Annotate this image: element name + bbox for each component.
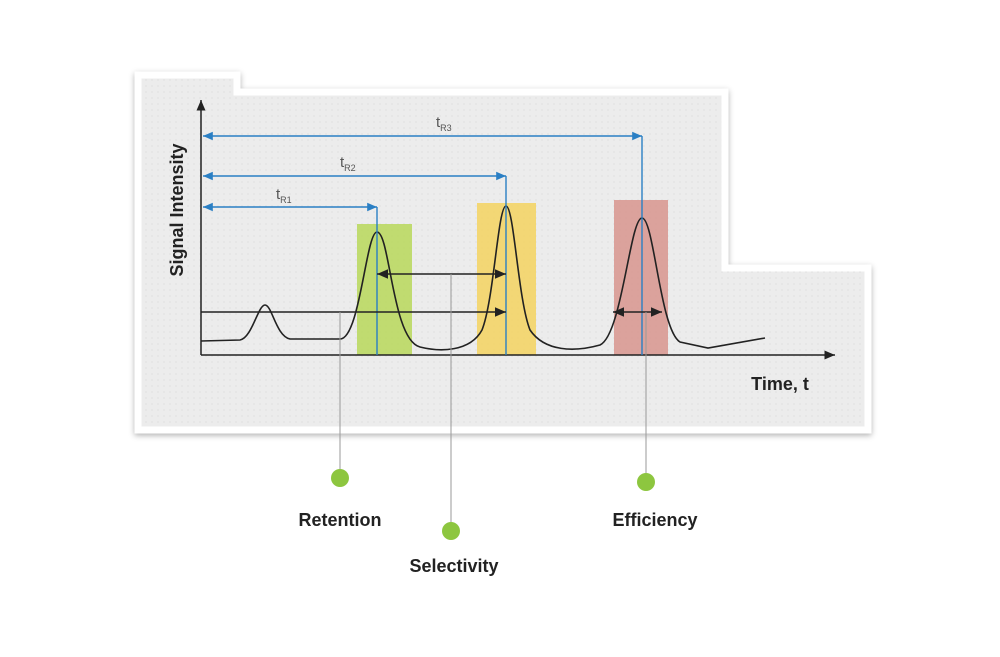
subscript: R2 [344,163,356,173]
retention-label: tR3 [436,114,452,133]
x-axis-label: Time, t [751,374,809,394]
callout-label: Selectivity [409,556,498,576]
callout-dot [331,469,349,487]
subscript: R1 [280,195,292,205]
peak-band [614,200,668,355]
callout-dot [442,522,460,540]
callout-dot [637,473,655,491]
symbol: t [436,114,441,131]
retention-label: tR1 [276,186,292,205]
callout-label: Retention [299,510,382,530]
symbol: t [276,186,281,203]
retention-label: tR2 [340,154,356,173]
symbol: t [340,154,345,171]
y-axis-label: Signal Intensity [167,143,187,276]
subscript: R3 [440,123,452,133]
callout-label: Efficiency [612,510,697,530]
